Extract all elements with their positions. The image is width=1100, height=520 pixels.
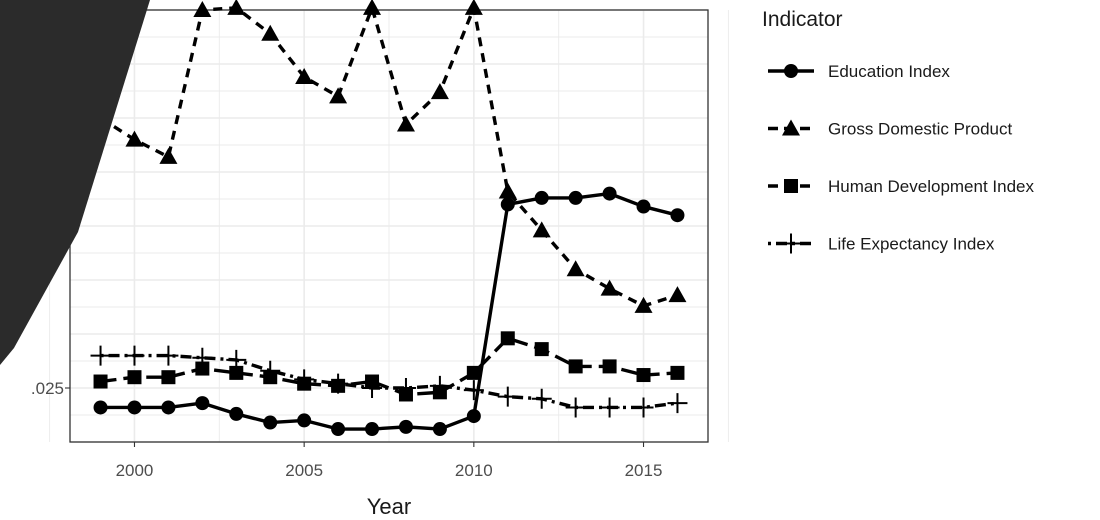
data-point-human-development-index xyxy=(229,365,244,380)
data-point-gross-domestic-product xyxy=(159,147,178,164)
x-tick-label: 2015 xyxy=(625,461,663,480)
data-point-human-development-index xyxy=(466,365,481,380)
data-point-human-development-index xyxy=(161,370,176,385)
data-point-human-development-index xyxy=(636,368,651,383)
data-point-education-index xyxy=(466,409,481,424)
legend-key-marker xyxy=(784,64,798,78)
data-point-education-index xyxy=(670,208,685,223)
data-point-human-development-index xyxy=(127,370,142,385)
data-point-human-development-index xyxy=(500,331,515,346)
data-point-life-expectancy-index xyxy=(667,393,688,414)
data-point-life-expectancy-index xyxy=(328,373,349,394)
data-point-gross-domestic-product xyxy=(261,24,280,41)
data-point-gross-domestic-product xyxy=(193,1,212,17)
data-point-gross-domestic-product xyxy=(600,279,619,296)
legend-item-education-index: Education Index xyxy=(768,62,950,81)
data-point-gross-domestic-product xyxy=(430,83,449,100)
data-point-education-index xyxy=(195,396,210,411)
data-point-education-index xyxy=(534,190,549,205)
data-point-education-index xyxy=(93,400,108,415)
data-point-life-expectancy-index xyxy=(124,345,145,366)
data-point-education-index xyxy=(297,413,312,428)
data-point-education-index xyxy=(331,422,346,437)
legend-key-marker xyxy=(784,179,798,193)
legend-title: Indicator xyxy=(762,8,843,31)
data-point-gross-domestic-product xyxy=(363,0,382,15)
data-point-life-expectancy-index xyxy=(226,349,247,370)
series-gross-domestic-product xyxy=(91,0,687,313)
x-axis-title: Year xyxy=(367,494,411,519)
data-point-education-index xyxy=(229,406,244,421)
series-layer xyxy=(90,0,688,437)
data-point-human-development-index xyxy=(93,374,108,389)
data-point-education-index xyxy=(500,197,515,212)
legend-item-life-expectancy-index: Life Expectancy Index xyxy=(768,233,995,254)
legend-item-human-development-index: Human Development Index xyxy=(768,177,1035,196)
y-tick-label: .025 xyxy=(31,379,64,398)
x-tick-label: 2005 xyxy=(285,461,323,480)
data-point-life-expectancy-index xyxy=(294,369,315,390)
series-life-expectancy-index xyxy=(90,345,688,418)
legend-key-marker xyxy=(782,119,800,136)
data-point-gross-domestic-product xyxy=(668,286,687,303)
data-point-education-index xyxy=(127,400,142,415)
legend: Indicator Education Index Gross Domestic … xyxy=(762,8,1035,254)
data-point-life-expectancy-index xyxy=(362,378,383,398)
axes: Year 2000 2005 2010 2015 .025 xyxy=(31,379,663,519)
data-point-life-expectancy-index xyxy=(260,360,281,381)
data-point-education-index xyxy=(636,199,651,214)
dark-overlay-shape xyxy=(0,0,150,365)
legend-label: Gross Domestic Product xyxy=(828,120,1012,139)
data-point-human-development-index xyxy=(534,342,549,357)
data-point-gross-domestic-product xyxy=(498,182,517,199)
data-point-education-index xyxy=(602,186,617,201)
data-point-education-index xyxy=(263,415,278,430)
data-point-education-index xyxy=(398,419,413,434)
data-point-life-expectancy-index xyxy=(599,397,620,418)
legend-label: Life Expectancy Index xyxy=(828,235,995,254)
legend-label: Human Development Index xyxy=(828,177,1035,196)
data-point-gross-domestic-product xyxy=(566,260,585,277)
data-point-education-index xyxy=(432,422,447,437)
x-tick-label: 2010 xyxy=(455,461,493,480)
data-point-life-expectancy-index xyxy=(395,378,416,398)
data-point-gross-domestic-product xyxy=(329,87,348,104)
data-point-gross-domestic-product xyxy=(532,221,551,238)
data-point-education-index xyxy=(365,422,380,437)
data-point-human-development-index xyxy=(568,359,583,374)
data-point-life-expectancy-index xyxy=(429,375,450,396)
x-tick-label: 2000 xyxy=(116,461,154,480)
data-point-life-expectancy-index xyxy=(633,397,654,418)
legend-key-marker xyxy=(781,233,801,254)
data-point-life-expectancy-index xyxy=(192,347,213,368)
legend-item-gross-domestic-product: Gross Domestic Product xyxy=(768,119,1012,139)
data-point-education-index xyxy=(568,190,583,205)
data-point-human-development-index xyxy=(670,365,685,380)
data-point-gross-domestic-product xyxy=(227,0,246,15)
data-point-gross-domestic-product xyxy=(295,67,314,84)
data-point-human-development-index xyxy=(602,359,617,374)
data-point-gross-domestic-product xyxy=(396,115,415,132)
data-point-life-expectancy-index xyxy=(158,345,179,366)
data-point-education-index xyxy=(161,400,176,415)
series-education-index xyxy=(93,186,685,437)
data-point-gross-domestic-product xyxy=(634,296,653,313)
data-point-life-expectancy-index xyxy=(497,386,518,407)
data-point-life-expectancy-index xyxy=(463,380,484,401)
data-point-life-expectancy-index xyxy=(90,345,111,366)
legend-label: Education Index xyxy=(828,62,950,81)
data-point-gross-domestic-product xyxy=(464,0,483,15)
data-point-life-expectancy-index xyxy=(565,397,586,418)
data-point-human-development-index xyxy=(195,361,210,376)
data-point-life-expectancy-index xyxy=(531,388,552,409)
data-point-gross-domestic-product xyxy=(125,130,144,147)
